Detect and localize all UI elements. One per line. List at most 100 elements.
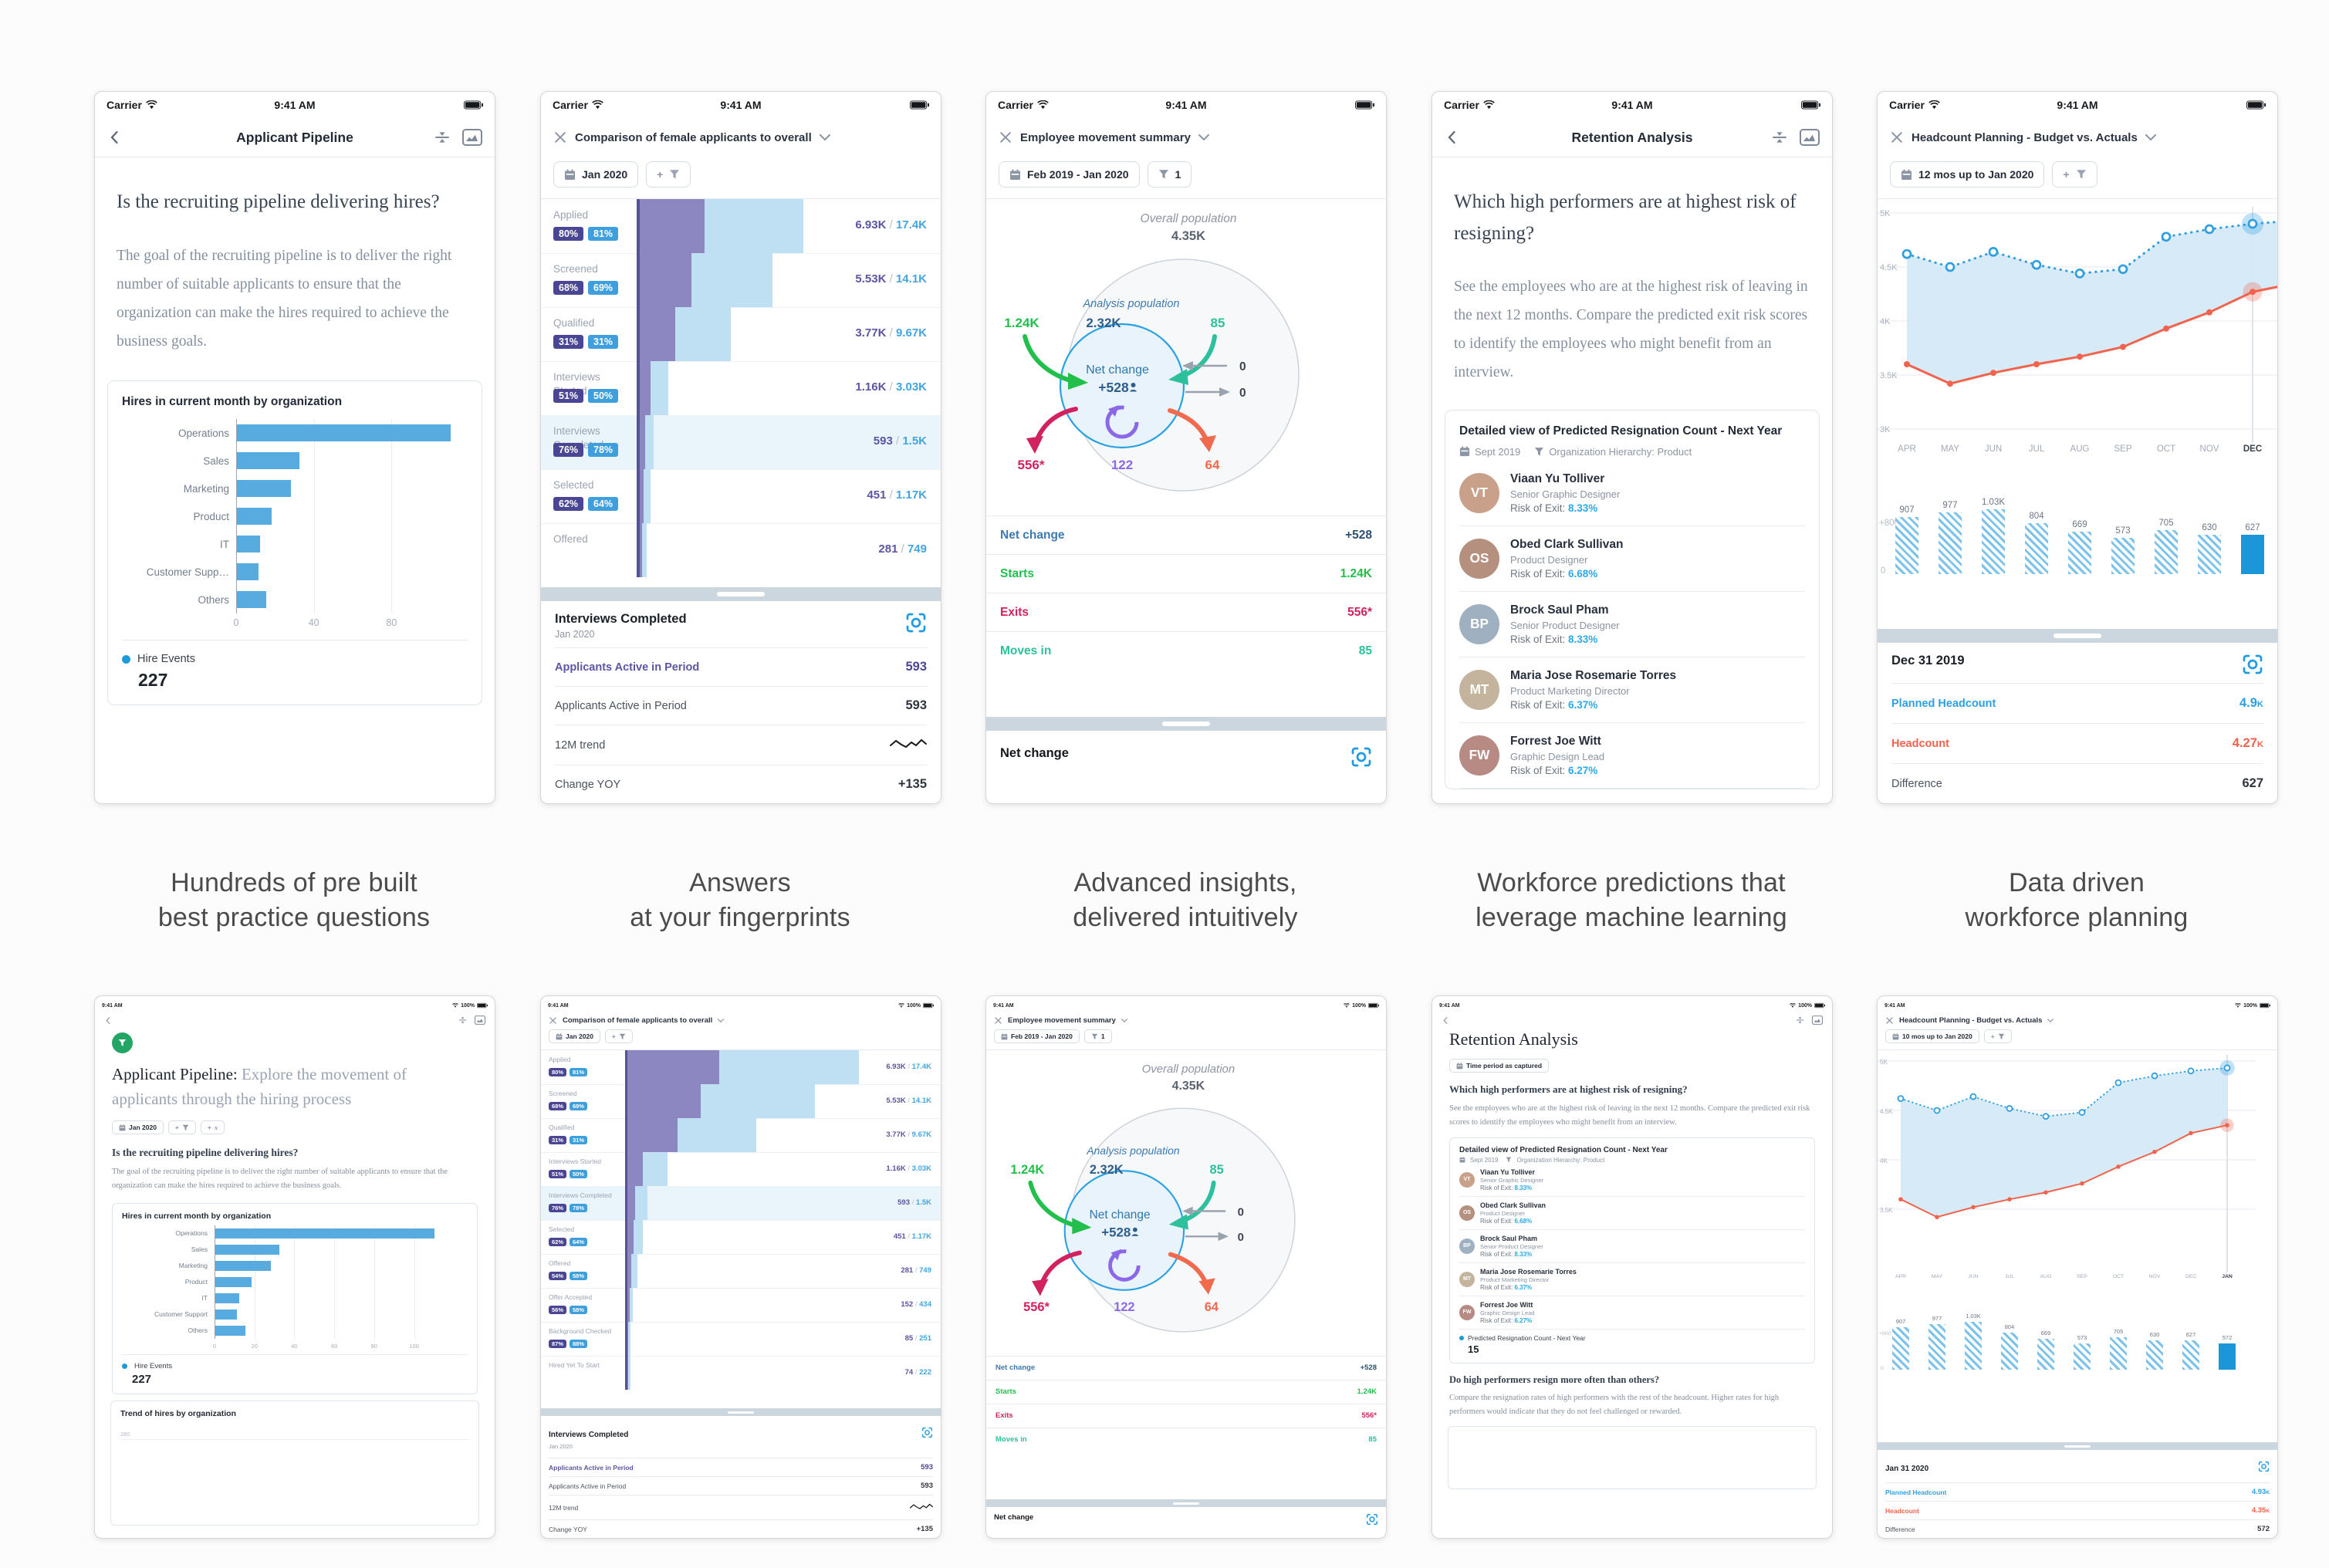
month-label[interactable]: JUL xyxy=(2028,444,2045,454)
movement-summary-row[interactable]: Starts 1.24K xyxy=(986,554,1386,593)
filter-chip[interactable]: Jan 2020 xyxy=(112,1120,164,1134)
month-label[interactable]: JUN xyxy=(1968,1274,1979,1279)
filter-chip[interactable]: + xyxy=(167,1120,196,1134)
filter-chip[interactable]: 1 xyxy=(1083,1029,1112,1043)
movement-summary-row[interactable]: Exits 556* xyxy=(986,593,1386,631)
focus-icon[interactable] xyxy=(1350,746,1372,768)
month-label[interactable]: APR xyxy=(1898,444,1916,454)
chevron-down-icon[interactable] xyxy=(1121,1019,1127,1022)
back-icon[interactable] xyxy=(1442,1016,1450,1025)
month-label[interactable]: DEC xyxy=(2185,1274,2197,1279)
employee-row[interactable]: OS Obed Clark Sullivan Product Designer Ris… xyxy=(1459,1197,1805,1230)
month-label[interactable]: DEC xyxy=(2243,444,2263,454)
collapse-panel-icon[interactable] xyxy=(1770,129,1789,146)
stage-label[interactable]: Applied xyxy=(549,1056,571,1063)
drag-handle[interactable] xyxy=(986,717,1386,731)
month-label[interactable]: AUG xyxy=(2070,444,2090,454)
employee-row[interactable]: MT Maria Jose Rosemarie Torres Product Mar… xyxy=(1459,1263,1805,1296)
movement-summary-row[interactable]: Exits 556* xyxy=(986,1403,1386,1428)
employee-row[interactable]: OS Obed Clark Sullivan Product Designer … xyxy=(1459,526,1805,592)
movement-summary-row[interactable]: Moves in 85 xyxy=(986,1427,1386,1451)
employee-row[interactable]: FW Forrest Joe Witt Graphic Design Lead Ris… xyxy=(1459,1296,1805,1330)
stage-label[interactable]: Offered xyxy=(549,1259,571,1267)
employee-row[interactable]: FW Forrest Joe Witt Graphic Design Lead … xyxy=(1459,723,1805,789)
drag-handle[interactable] xyxy=(1878,629,2277,643)
drag-handle[interactable] xyxy=(986,1499,1386,1507)
date-filter-chip[interactable]: Jan 2020 xyxy=(553,161,639,188)
add-filter-chip[interactable]: + xyxy=(2052,161,2097,188)
view-title[interactable]: Comparison of female applicants to overa… xyxy=(563,1016,713,1025)
filter-chip[interactable]: + xyxy=(1983,1029,2012,1043)
chevron-down-icon[interactable] xyxy=(819,134,830,140)
filter-chip[interactable]: + x xyxy=(200,1120,225,1134)
view-title[interactable]: Headcount Planning - Budget vs. Actuals xyxy=(1899,1016,2043,1025)
focus-icon[interactable] xyxy=(2242,654,2263,675)
close-icon[interactable] xyxy=(553,130,567,144)
filter-chip[interactable]: Feb 2019 - Jan 2020 xyxy=(994,1029,1080,1043)
stage-label[interactable]: Screened xyxy=(549,1090,577,1097)
chart-view-icon[interactable] xyxy=(462,129,482,146)
month-label[interactable]: JUN xyxy=(1984,444,2003,454)
month-label[interactable]: NOV xyxy=(2199,444,2219,454)
filter-chip[interactable]: + xyxy=(604,1029,633,1043)
close-icon[interactable] xyxy=(999,130,1012,144)
date-filter-chip[interactable]: Feb 2019 - Jan 2020 xyxy=(999,161,1140,188)
month-label[interactable]: OCT xyxy=(2156,444,2176,454)
month-label[interactable]: SEP xyxy=(2077,1274,2087,1279)
month-label[interactable]: AUG xyxy=(2040,1274,2052,1279)
back-icon[interactable] xyxy=(1445,130,1460,145)
close-icon[interactable] xyxy=(549,1016,557,1025)
chart-view-icon[interactable] xyxy=(475,1015,485,1025)
stage-label[interactable]: Offer Accepted xyxy=(549,1293,593,1301)
collapse-panel-icon[interactable] xyxy=(1795,1015,1805,1025)
drag-handle[interactable] xyxy=(541,1408,941,1416)
employee-row[interactable]: VT Viaan Yu Tolliver Senior Graphic Design… xyxy=(1459,1164,1805,1197)
month-label[interactable]: APR xyxy=(1895,1274,1906,1279)
month-label[interactable]: NOV xyxy=(2148,1274,2161,1279)
stage-label[interactable]: Interviews Completed xyxy=(549,1191,612,1199)
month-label[interactable]: MAY xyxy=(1931,1274,1943,1279)
month-label[interactable]: SEP xyxy=(2114,444,2132,454)
month-label[interactable]: JAN xyxy=(2222,1274,2233,1279)
view-title[interactable]: Employee movement summary xyxy=(1008,1016,1116,1025)
view-title[interactable]: Comparison of female applicants to overa… xyxy=(575,130,812,144)
stage-label[interactable]: Offered xyxy=(553,533,588,545)
movement-summary-row[interactable]: Moves in 85 xyxy=(986,631,1386,670)
drag-handle[interactable] xyxy=(1878,1442,2277,1450)
add-filter-chip[interactable]: + xyxy=(646,161,691,188)
stage-label[interactable]: Screened xyxy=(553,263,598,275)
chevron-down-icon[interactable] xyxy=(1198,134,1209,140)
drag-handle[interactable] xyxy=(541,587,941,601)
chevron-down-icon[interactable] xyxy=(2145,134,2156,140)
stage-label[interactable]: Hired Yet To Start xyxy=(549,1361,600,1369)
stage-label[interactable]: Qualified xyxy=(549,1124,575,1131)
movement-summary-row[interactable]: Net change +528 xyxy=(986,1355,1386,1380)
employee-row[interactable]: MT Maria Jose Rosemarie Torres Product M… xyxy=(1459,657,1805,723)
chevron-down-icon[interactable] xyxy=(2047,1019,2054,1022)
month-label[interactable]: MAY xyxy=(1940,444,1960,454)
chart-view-icon[interactable] xyxy=(1812,1015,1823,1025)
collapse-panel-icon[interactable] xyxy=(433,129,451,146)
movement-summary-row[interactable]: Starts 1.24K xyxy=(986,1379,1386,1404)
focus-icon[interactable] xyxy=(2258,1461,2270,1472)
focus-icon[interactable] xyxy=(1366,1513,1378,1526)
stage-label[interactable]: Qualified xyxy=(553,317,595,329)
view-title[interactable]: Employee movement summary xyxy=(1020,130,1191,144)
close-icon[interactable] xyxy=(1885,1016,1894,1025)
month-label[interactable]: JUL xyxy=(2004,1274,2015,1279)
back-icon[interactable] xyxy=(104,1016,113,1025)
month-label[interactable]: OCT xyxy=(2112,1274,2124,1279)
back-icon[interactable] xyxy=(107,130,123,145)
chart-view-icon[interactable] xyxy=(1800,129,1820,146)
stage-label[interactable]: Selected xyxy=(549,1225,575,1233)
employee-row[interactable]: BP Brock Saul Pham Senior Product Designer… xyxy=(1459,1230,1805,1263)
filter-count-chip[interactable]: 1 xyxy=(1147,161,1192,188)
stage-label[interactable]: Interviews Started xyxy=(549,1157,602,1165)
employee-row[interactable]: BP Brock Saul Pham Senior Product Design… xyxy=(1459,592,1805,657)
stage-label[interactable]: Applied xyxy=(553,209,589,221)
focus-icon[interactable] xyxy=(921,1427,933,1438)
employee-row[interactable]: VT Viaan Yu Tolliver Senior Graphic Desi… xyxy=(1459,461,1805,526)
close-icon[interactable] xyxy=(1890,130,1904,144)
stage-label[interactable]: Background Checked xyxy=(549,1327,612,1335)
filter-chip[interactable]: Jan 2020 xyxy=(549,1029,600,1043)
